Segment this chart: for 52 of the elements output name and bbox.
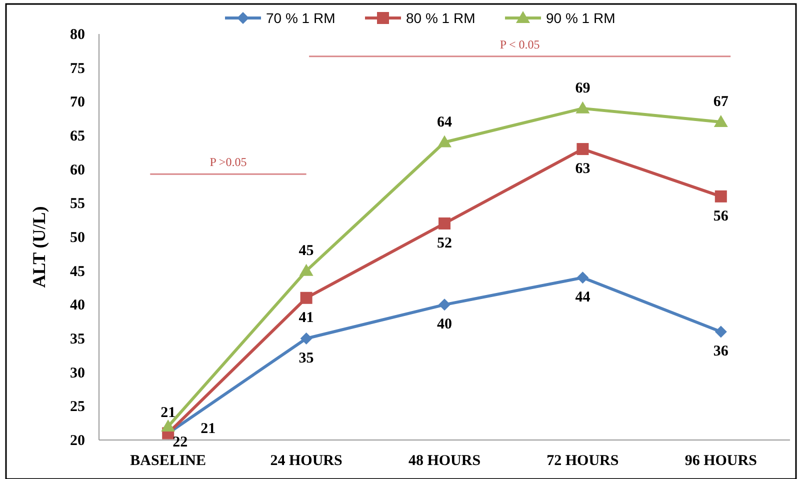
data-label: 45 — [298, 242, 314, 259]
x-tick-label: BASELINE — [130, 453, 206, 469]
data-label: 35 — [298, 350, 314, 366]
data-label: 40 — [437, 316, 452, 333]
data-label: 67 — [713, 94, 729, 110]
y-axis-title: ALT (U/L) — [29, 206, 49, 288]
y-tick-label: 65 — [70, 128, 85, 144]
point — [438, 298, 450, 311]
y-tick-label: 50 — [70, 230, 85, 246]
y-tick-label: 20 — [70, 433, 85, 449]
legend-label: 70 % 1 RM — [266, 10, 336, 26]
point — [438, 135, 452, 148]
data-label: 21 — [200, 421, 216, 438]
data-label: 64 — [437, 114, 452, 130]
point — [576, 272, 589, 284]
data-label: 44 — [575, 290, 591, 306]
data-label: 52 — [437, 235, 452, 252]
y-tick-label: 75 — [70, 60, 85, 77]
legend-label: 90 % 1 RM — [546, 10, 616, 26]
legend-label: 80 % 1 RM — [406, 10, 476, 26]
data-label: 21 — [160, 405, 176, 422]
y-tick-label: 40 — [70, 298, 85, 314]
data-label: 36 — [713, 344, 729, 360]
point — [714, 326, 727, 338]
y-tick-label: 30 — [70, 365, 85, 382]
point — [714, 190, 727, 202]
x-tick-label: 48 HOURS — [408, 453, 481, 469]
data-label: 69 — [575, 80, 590, 96]
point — [438, 217, 450, 230]
point — [576, 143, 589, 156]
point — [299, 264, 314, 276]
data-label: 56 — [713, 208, 729, 224]
point — [576, 101, 590, 114]
annotation: P < 0.05 — [500, 37, 540, 52]
annotation: P >0.05 — [210, 155, 247, 170]
y-tick-label: 35 — [70, 332, 85, 348]
y-tick-label: 55 — [70, 196, 85, 212]
data-label: 63 — [575, 161, 590, 178]
y-tick-label: 45 — [70, 264, 85, 280]
y-tick-label: 60 — [70, 162, 85, 178]
point — [300, 292, 312, 304]
x-tick-label: 24 HOURS — [270, 453, 342, 469]
point — [714, 114, 728, 127]
data-label: 22 — [172, 434, 188, 450]
y-tick-label: 80 — [70, 27, 85, 43]
point — [300, 332, 312, 344]
data-label: 41 — [298, 310, 314, 326]
y-tick-label: 70 — [70, 94, 85, 111]
x-tick-label: 96 HOURS — [684, 453, 757, 469]
y-tick-label: 25 — [70, 399, 85, 416]
point — [161, 419, 176, 432]
x-tick-label: 72 HOURS — [546, 453, 619, 469]
